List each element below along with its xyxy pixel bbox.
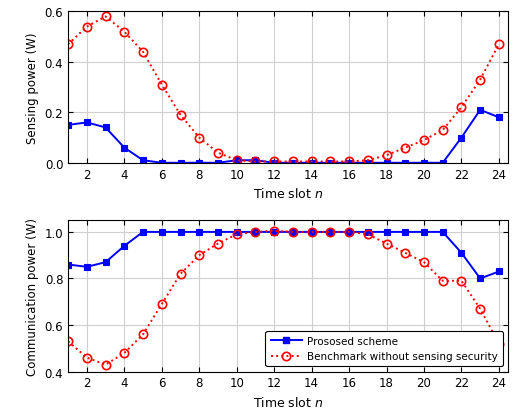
Legend: Prososed scheme, Benchmark without sensing security: Prososed scheme, Benchmark without sensi…: [266, 331, 503, 366]
X-axis label: Time slot $n$: Time slot $n$: [253, 187, 323, 201]
X-axis label: Time slot $n$: Time slot $n$: [253, 395, 323, 409]
Y-axis label: Communication power (W): Communication power (W): [26, 217, 39, 375]
Y-axis label: Sensing power (W): Sensing power (W): [26, 32, 39, 143]
